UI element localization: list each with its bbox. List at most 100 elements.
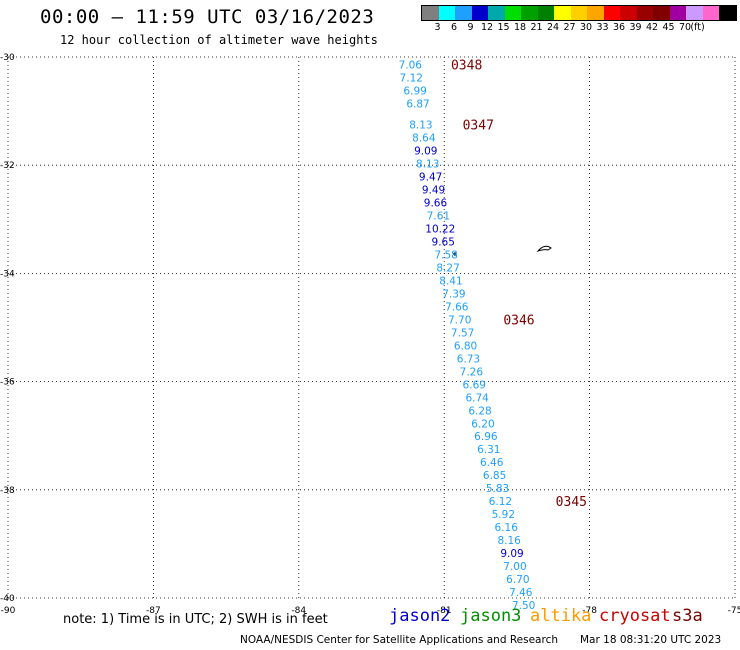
color-swatch <box>603 6 620 20</box>
color-swatch <box>488 6 505 20</box>
swh-value: 8.41 <box>439 275 462 287</box>
satellite-name-altika: altika <box>530 606 592 626</box>
lon-tick-label: -81 <box>437 606 452 616</box>
lat-tick-label: -40 <box>0 594 15 604</box>
swh-value: 8.16 <box>497 535 521 547</box>
swh-value: 8.64 <box>412 133 436 145</box>
swh-value: 6.80 <box>454 340 477 352</box>
swh-value: 7.26 <box>460 366 484 378</box>
swh-observations: 7.067.126.996.878.138.649.098.139.479.49… <box>399 60 536 612</box>
color-scale-label: 70 <box>678 22 692 33</box>
swh-value: 7.70 <box>448 314 471 326</box>
swh-value: 9.09 <box>500 548 523 560</box>
color-swatch <box>471 6 488 20</box>
page-title: 00:00 – 11:59 UTC 03/16/2023 <box>40 6 375 28</box>
color-swatch <box>636 6 653 20</box>
color-swatch <box>719 6 736 20</box>
credit-line: NOAA/NESDIS Center for Satellite Applica… <box>240 634 558 646</box>
color-scale-label: 9 <box>467 22 474 33</box>
swh-value: 6.96 <box>474 431 498 443</box>
swh-value: 9.47 <box>419 172 442 184</box>
lon-tick-label: -75 <box>728 606 740 616</box>
pass-time-label: 0348 <box>451 59 482 74</box>
lat-tick-label: -38 <box>0 486 15 496</box>
color-swatch <box>686 6 703 20</box>
pass-time-labels: 0348 0347 0346 0345 <box>451 59 587 511</box>
satellite-name-jason3: jason3 <box>460 606 522 626</box>
pass-time-label: 0346 <box>503 313 534 328</box>
swh-value: 7.66 <box>445 301 469 313</box>
swh-value: 6.99 <box>403 86 426 98</box>
swh-value: 6.16 <box>495 522 519 534</box>
graticule <box>7 56 736 599</box>
color-swatch <box>455 6 472 20</box>
swh-value: 7.46 <box>509 587 533 599</box>
lon-tick-label: -84 <box>291 606 306 616</box>
color-scale-label: 36 <box>612 22 626 33</box>
page-subtitle: 12 hour collection of altimeter wave hei… <box>60 33 378 47</box>
swh-value: 8.13 <box>416 159 439 171</box>
island-outline <box>536 245 552 253</box>
swh-value: 7.06 <box>399 60 423 72</box>
swh-value: 6.12 <box>489 496 512 508</box>
color-scale-label: 30 <box>579 22 593 33</box>
swh-value: 6.69 <box>463 379 486 391</box>
color-scale-label: 3 <box>434 22 441 33</box>
color-scale-label: 6 <box>450 22 458 33</box>
swh-value: 6.28 <box>468 405 491 417</box>
color-scale-label: 42 <box>645 22 659 33</box>
color-scale-label: 27 <box>563 22 576 33</box>
color-swatch <box>587 6 604 20</box>
swh-value: 8.27 <box>436 262 459 274</box>
color-scale-labels: 3 6 9 12 15 18 21 24 27 30 33 36 39 42 45 70 (ft) <box>421 22 740 36</box>
swh-value: 7.12 <box>400 73 423 85</box>
color-swatch <box>653 6 670 20</box>
swh-value: 7.00 <box>503 561 526 573</box>
satellite-name-cryosat: cryosat <box>599 606 671 626</box>
color-swatch <box>669 6 686 20</box>
swh-value: 6.85 <box>483 470 506 482</box>
color-swatch <box>702 6 719 20</box>
swh-value: 7.57 <box>451 327 474 339</box>
island-dot <box>453 252 457 256</box>
swh-value: 7.61 <box>427 211 450 223</box>
color-scale-label: 12 <box>480 22 494 33</box>
color-swatch <box>554 6 571 20</box>
swh-value: 9.09 <box>414 146 437 158</box>
color-swatch <box>537 6 554 20</box>
swh-value: 9.49 <box>422 185 445 197</box>
lon-tick-label: -87 <box>146 606 161 616</box>
color-swatch <box>521 6 538 20</box>
lat-tick-label: -32 <box>0 161 15 171</box>
swh-value: 6.87 <box>406 99 429 111</box>
lat-tick-label: -30 <box>0 53 15 63</box>
pass-time-label: 0345 <box>556 495 587 510</box>
swh-value: 6.31 <box>477 444 500 456</box>
swh-value: 7.50 <box>512 600 535 612</box>
lon-tick-label: -78 <box>582 606 597 616</box>
satellite-name-s3a: s3a <box>672 606 703 626</box>
axis-tick-labels: -90 -87 -84 -81 -78 -75 -30 -32 -34 -36 -38 -40 <box>0 53 740 616</box>
swh-value: 6.73 <box>457 353 480 365</box>
lon-tick-label: -90 <box>1 606 16 616</box>
generation-timestamp: Mar 18 08:31:20 UTC 2023 <box>580 634 722 646</box>
color-scale-label: 24 <box>546 22 560 33</box>
color-scale-label: 39 <box>629 22 642 33</box>
color-swatch <box>620 6 637 20</box>
lat-tick-label: -34 <box>0 269 15 279</box>
color-swatch <box>570 6 587 20</box>
swh-value: 6.74 <box>465 392 489 404</box>
swh-value: 6.20 <box>471 418 494 430</box>
swh-value: 9.66 <box>424 198 448 210</box>
swh-value: 5.83 <box>486 483 509 495</box>
swh-value: 9.65 <box>432 236 455 248</box>
swh-value: 7.58 <box>434 249 457 261</box>
color-scale-label: 18 <box>513 22 527 33</box>
color-swatch <box>422 6 439 20</box>
swh-value: 5.92 <box>492 509 515 521</box>
color-scale-unit: (ft) <box>690 22 705 33</box>
color-scale-label: 21 <box>530 22 543 33</box>
satellite-name-jason2: jason2 <box>389 606 451 626</box>
color-swatch <box>438 6 455 20</box>
color-scale-label: 33 <box>596 22 609 33</box>
